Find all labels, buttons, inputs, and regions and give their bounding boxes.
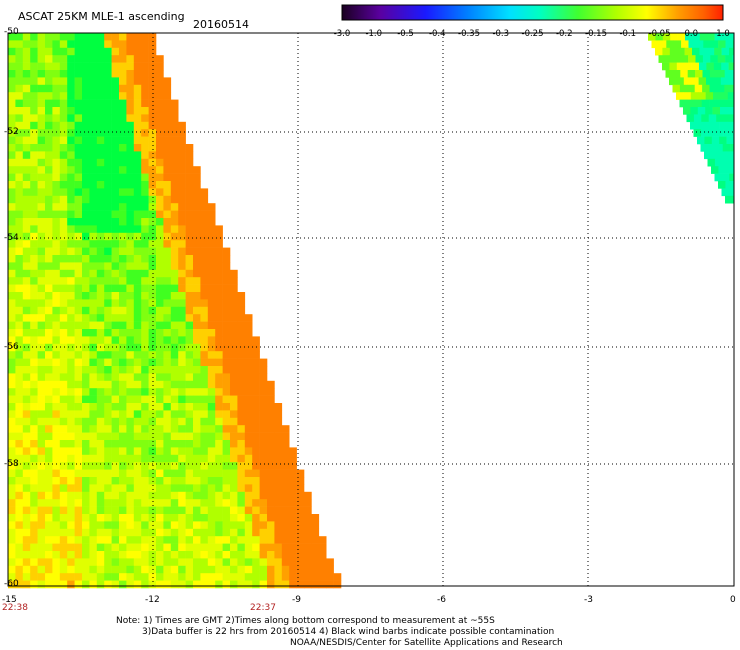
swath-right — [648, 33, 734, 204]
x-label-15: -15 — [2, 595, 17, 605]
colorbar-label: -0.3 — [492, 29, 509, 39]
y-label-56: -56 — [4, 342, 19, 352]
colorbar-label: -3.0 — [334, 29, 351, 39]
y-label-52: -52 — [4, 127, 19, 137]
x-label-12: -12 — [145, 595, 160, 605]
colorbar-label: 0.0 — [684, 29, 698, 39]
x-label-9: -9 — [292, 595, 301, 605]
note-line-3: NOAA/NESDIS/Center for Satellite Applica… — [290, 638, 563, 648]
colorbar-label: -0.1 — [619, 29, 636, 39]
colorbar-label: -0.2 — [556, 29, 573, 39]
plot-frame — [7, 32, 735, 587]
map-title: ASCAT 25KM MLE-1 ascending — [18, 10, 185, 23]
note-line-1: Note: 1) Times are GMT 2)Times along bot… — [116, 616, 495, 626]
time-label-1: 22:38 — [2, 603, 28, 613]
colorbar-label: -0.25 — [522, 29, 544, 39]
colorbar-bar — [341, 4, 724, 21]
colorbar-label: -1.0 — [365, 29, 382, 39]
grid-lines — [8, 33, 734, 586]
colorbar-label: -0.35 — [458, 29, 480, 39]
swath-left — [8, 33, 342, 589]
colorbar-label: -0.05 — [649, 29, 671, 39]
x-label-0: 0 — [730, 595, 736, 605]
colorbar-label: 1.0 — [716, 29, 730, 39]
note-line-2: 3)Data buffer is 22 hrs from 20160514 4)… — [142, 627, 555, 637]
x-label-6: -6 — [437, 595, 446, 605]
colorbar: -3.0 -1.0 -0.5 -0.4 -0.35 -0.3 -0.25 -0.2 -0.15 -… — [334, 4, 730, 39]
colorbar-label: -0.5 — [397, 29, 414, 39]
y-label-58: -58 — [4, 459, 19, 469]
time-label-2: 22:37 — [250, 603, 276, 613]
y-label-54: -54 — [4, 233, 19, 243]
x-label-3: -3 — [584, 595, 593, 605]
y-label-60: -60 — [4, 579, 19, 589]
y-label-50: -50 — [4, 27, 19, 37]
colorbar-label: -0.4 — [429, 29, 446, 39]
colorbar-label: -0.15 — [585, 29, 607, 39]
map-date: 20160514 — [193, 18, 249, 31]
